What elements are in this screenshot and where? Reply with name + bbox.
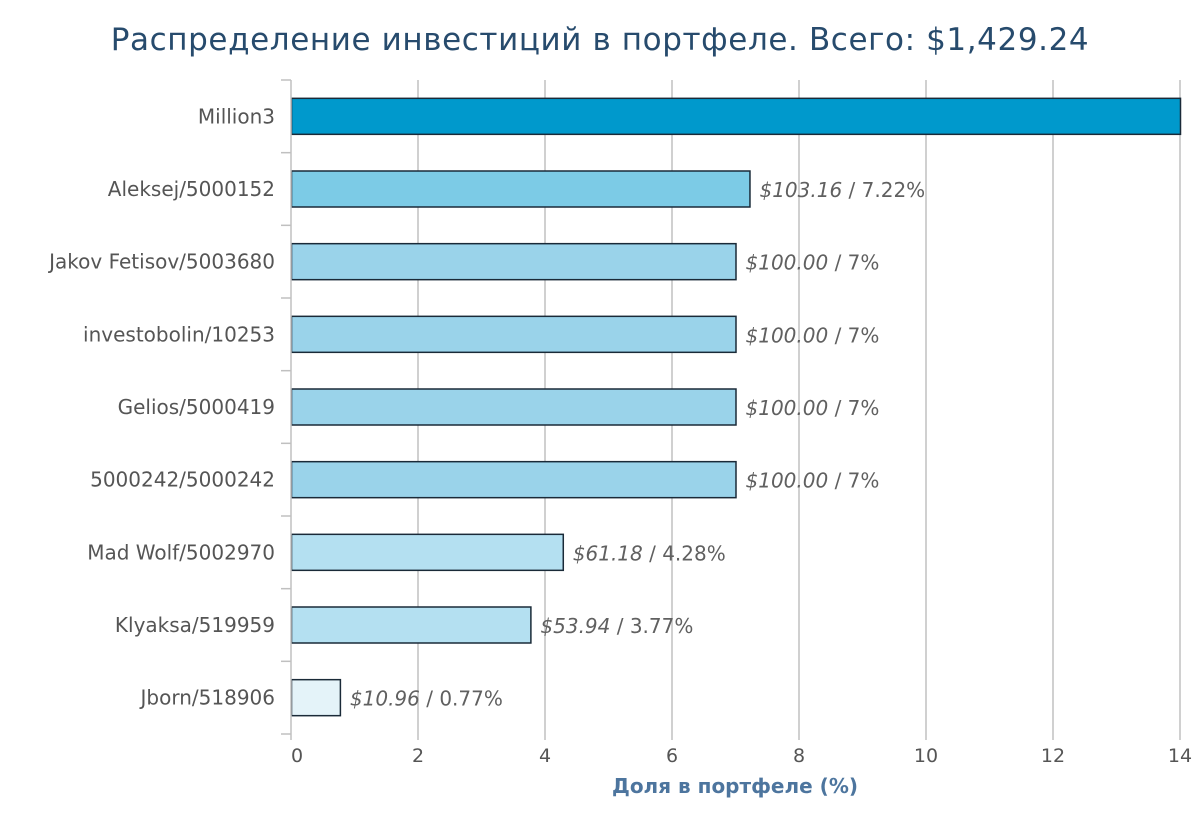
bar [290, 678, 342, 717]
data-label: $100.00 / 7% [746, 469, 880, 493]
bar [290, 97, 1182, 136]
x-tick-label: 8 [793, 745, 805, 767]
x-tick-label: 10 [914, 745, 938, 767]
category-label: Million3 [198, 104, 275, 128]
bars [290, 97, 1182, 717]
bar [290, 170, 751, 208]
x-tick-label: 6 [666, 745, 678, 767]
bar [290, 242, 737, 281]
category-label: 5000242/5000242 [90, 468, 275, 492]
data-labels: $103.16 / 7.22% $100.00 / 7% $100.00 / 7% $… [350, 178, 925, 711]
bar [290, 533, 565, 572]
bar [290, 460, 737, 499]
data-label: $103.16 / 7.22% [759, 178, 925, 202]
chart-title: Распределение инвестиций в портфеле. Все… [111, 22, 1090, 58]
category-label: investobolin/10253 [83, 322, 275, 346]
data-label: $10.96 / 0.77% [350, 687, 503, 711]
category-label: Klyaksa/519959 [115, 613, 275, 637]
x-axis: 0 2 4 6 8 10 12 14 [290, 734, 1192, 767]
x-tick-label: 12 [1041, 745, 1065, 767]
data-label: $100.00 / 7% [746, 251, 880, 275]
x-tick-label: 0 [291, 745, 303, 767]
bar [290, 315, 737, 354]
data-label: $53.94 / 3.77% [540, 614, 693, 638]
x-tick-label: 2 [412, 745, 424, 767]
category-label: Mad Wolf/5002970 [87, 540, 275, 564]
data-label: $100.00 / 7% [746, 323, 880, 347]
category-label: Jborn/518906 [139, 686, 275, 710]
category-label: Jakov Fetisov/5003680 [47, 250, 275, 274]
category-label: Gelios/5000419 [118, 395, 275, 419]
x-tick-label: 4 [539, 745, 551, 767]
data-label: $100.00 / 7% [746, 396, 880, 420]
y-axis: Million3 Aleksej/5000152 Jakov Fetisov/500… [47, 79, 292, 735]
x-tick-label: 14 [1168, 745, 1192, 767]
x-axis-label: Доля в портфеле (%) [612, 774, 858, 798]
data-label: $61.18 / 4.28% [573, 541, 726, 565]
bar [290, 388, 737, 426]
category-label: Aleksej/5000152 [108, 177, 275, 201]
bar [290, 606, 532, 644]
